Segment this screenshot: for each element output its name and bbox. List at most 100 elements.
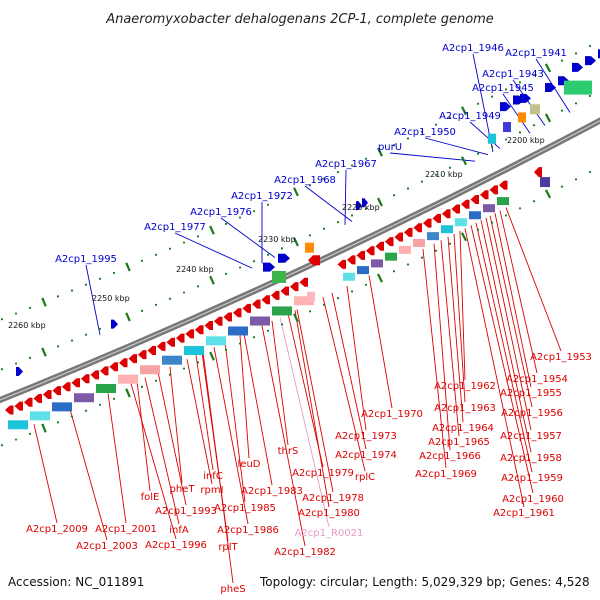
reverse-gene-arrow[interactable] (119, 358, 128, 368)
gene-label[interactable]: leuD (238, 459, 261, 470)
reverse-gene-arrow[interactable] (290, 282, 299, 292)
gene-label[interactable]: pheS (220, 584, 245, 595)
reverse-gene-arrow[interactable] (5, 405, 14, 415)
gene-label[interactable]: A2cp1_2001 (95, 524, 157, 535)
reverse-gene-arrow[interactable] (223, 312, 233, 322)
gene-label[interactable]: A2cp1_1967 (315, 159, 377, 170)
gene-label[interactable]: A2cp1_1953 (530, 352, 592, 363)
reverse-gene-arrow[interactable] (534, 167, 542, 178)
gene-label[interactable]: purU (378, 142, 402, 153)
gene-label[interactable]: A2cp1_1958 (500, 453, 562, 464)
reverse-gene-arrow[interactable] (242, 303, 252, 313)
forward-gene-arrow[interactable] (572, 62, 583, 72)
reverse-gene-arrow[interactable] (71, 378, 81, 388)
gene-label[interactable]: A2cp1_1941 (505, 48, 567, 59)
forward-gene-arrow[interactable] (278, 253, 290, 263)
reverse-gene-arrow[interactable] (128, 354, 138, 364)
gene-label[interactable]: A2cp1_1974 (335, 450, 397, 461)
reverse-gene-arrow[interactable] (185, 329, 195, 339)
reverse-gene-arrow[interactable] (90, 370, 100, 380)
reverse-gene-arrow[interactable] (442, 209, 451, 219)
gene-label[interactable]: A2cp1_1966 (419, 451, 481, 462)
gene-label[interactable]: A2cp1_1962 (434, 381, 496, 392)
gene-label[interactable]: A2cp1_1954 (506, 374, 568, 385)
reverse-gene-arrow[interactable] (308, 255, 320, 266)
gene-label[interactable]: A2cp1_1964 (432, 423, 494, 434)
gene-label[interactable]: A2cp1_2009 (26, 524, 88, 535)
reverse-gene-arrow[interactable] (385, 237, 394, 247)
gene-label[interactable]: A2cp1_1985 (214, 503, 276, 514)
gene-label[interactable]: A2cp1_1995 (55, 254, 117, 265)
reverse-gene-arrow[interactable] (480, 190, 489, 200)
gene-label[interactable]: A2cp1_1983 (241, 486, 303, 497)
gene-label[interactable]: A2cp1_1961 (493, 508, 555, 519)
gene-label[interactable]: rplT (218, 542, 238, 553)
forward-gene-arrow[interactable] (500, 102, 511, 112)
reverse-gene-arrow[interactable] (138, 350, 147, 360)
reverse-gene-arrow[interactable] (375, 241, 385, 251)
gene-label[interactable]: A2cp1_1996 (145, 540, 207, 551)
gene-label[interactable]: A2cp1_1950 (394, 127, 456, 138)
reverse-gene-arrow[interactable] (347, 255, 356, 265)
reverse-gene-arrow[interactable] (404, 227, 413, 237)
gene-label[interactable]: A2cp1_1969 (415, 469, 477, 480)
gene-label[interactable]: A2cp1_1956 (501, 408, 563, 419)
reverse-gene-arrow[interactable] (43, 390, 52, 400)
reverse-gene-arrow[interactable] (356, 250, 366, 260)
reverse-gene-arrow[interactable] (157, 341, 166, 351)
gene-label[interactable]: A2cp1_1970 (361, 409, 423, 420)
forward-gene-arrow[interactable] (263, 262, 275, 272)
gene-label[interactable]: A2cp1_1946 (442, 43, 504, 54)
gene-label[interactable]: A2cp1_1993 (155, 506, 217, 517)
reverse-gene-arrow[interactable] (176, 333, 185, 343)
reverse-gene-arrow[interactable] (366, 246, 375, 256)
reverse-gene-arrow[interactable] (147, 346, 157, 355)
forward-gene-arrow[interactable] (362, 198, 368, 208)
gene-label[interactable]: A2cp1_1955 (500, 388, 562, 399)
gene-label[interactable]: A2cp1_1943 (482, 69, 544, 80)
reverse-gene-arrow[interactable] (33, 393, 43, 403)
reverse-gene-arrow[interactable] (432, 213, 442, 223)
gene-label[interactable]: folE (141, 492, 160, 503)
forward-gene-arrow[interactable] (111, 319, 118, 329)
reverse-gene-arrow[interactable] (423, 218, 432, 228)
reverse-gene-arrow[interactable] (470, 194, 480, 204)
reverse-gene-arrow[interactable] (100, 366, 109, 376)
gene-label[interactable]: pheT (170, 484, 196, 495)
reverse-gene-arrow[interactable] (299, 277, 309, 287)
gene-label[interactable]: A2cp1_1978 (302, 493, 364, 504)
gene-label[interactable]: A2cp1_1972 (231, 191, 293, 202)
gene-label[interactable]: A2cp1_1968 (274, 175, 336, 186)
reverse-gene-arrow[interactable] (204, 320, 214, 330)
reverse-gene-arrow[interactable] (62, 382, 71, 392)
reverse-gene-arrow[interactable] (233, 308, 242, 318)
reverse-gene-arrow[interactable] (195, 325, 204, 335)
forward-gene-arrow[interactable] (16, 367, 23, 377)
forward-gene-arrow[interactable] (356, 201, 362, 211)
gene-label[interactable]: A2cp1_1963 (434, 403, 496, 414)
reverse-gene-arrow[interactable] (214, 316, 223, 326)
gene-label[interactable]: A2cp1_1957 (500, 431, 562, 442)
reverse-gene-arrow[interactable] (394, 232, 404, 242)
forward-gene-arrow[interactable] (585, 56, 596, 66)
gene-label[interactable]: A2cp1_R0021 (295, 528, 364, 539)
reverse-gene-arrow[interactable] (52, 386, 62, 396)
reverse-gene-arrow[interactable] (489, 185, 499, 195)
gene-label[interactable]: A2cp1_1982 (274, 547, 336, 558)
reverse-gene-arrow[interactable] (252, 299, 261, 309)
gene-label[interactable]: rpmI (200, 485, 223, 496)
forward-gene-arrow[interactable] (520, 93, 531, 103)
reverse-gene-arrow[interactable] (81, 374, 90, 384)
reverse-gene-arrow[interactable] (166, 337, 176, 347)
gene-label[interactable]: A2cp1_1949 (439, 111, 501, 122)
gene-label[interactable]: A2cp1_1965 (428, 437, 490, 448)
gene-label[interactable]: A2cp1_1986 (217, 525, 279, 536)
gene-label[interactable]: infC (203, 471, 223, 482)
gene-label[interactable]: A2cp1_1959 (501, 473, 563, 484)
gene-label[interactable]: A2cp1_1979 (292, 468, 354, 479)
forward-gene-arrow[interactable] (545, 82, 556, 92)
gene-label[interactable]: A2cp1_1945 (472, 83, 534, 94)
reverse-gene-arrow[interactable] (24, 397, 33, 407)
gene-label[interactable]: A2cp1_1973 (335, 431, 397, 442)
reverse-gene-arrow[interactable] (261, 295, 271, 305)
